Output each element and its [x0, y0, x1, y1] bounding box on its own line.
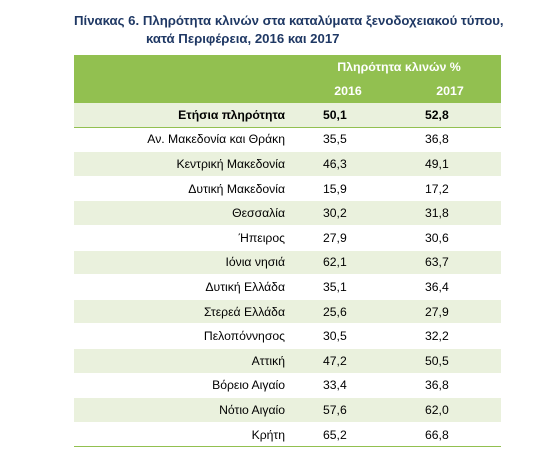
value-2017-cell: 62,0 [399, 397, 501, 423]
year-header-2017: 2017 [399, 79, 501, 103]
value-2017-cell: 30,6 [399, 225, 501, 251]
year-header-2016: 2016 [297, 79, 399, 103]
value-2016-cell: 50,1 [297, 103, 399, 128]
table-row: Αν. Μακεδονία και Θράκη 35,5 36,8 [74, 127, 501, 153]
header-blank-cell [74, 55, 297, 79]
table-row: Ήπειρος 27,9 30,6 [74, 225, 501, 251]
table-body: Ετήσια πληρότητα 50,1 52,8 Αν. Μακεδονία… [74, 103, 501, 448]
value-2016-cell: 30,2 [297, 200, 399, 226]
value-2017-cell: 63,7 [399, 250, 501, 276]
value-2017-cell: 52,8 [399, 103, 501, 128]
value-2017-cell: 31,8 [399, 200, 501, 226]
region-cell: Αττική [74, 348, 297, 374]
table-row: Πελοπόννησος 30,5 32,2 [74, 323, 501, 349]
region-cell: Αν. Μακεδονία και Θράκη [74, 127, 297, 153]
table-row: Στερεά Ελλάδα 25,6 27,9 [74, 299, 501, 325]
region-cell: Θεσσαλία [74, 200, 297, 226]
value-2016-cell: 25,6 [297, 299, 399, 325]
value-2016-cell: 35,1 [297, 274, 399, 300]
table-row: Νότιο Αιγαίο 57,6 62,0 [74, 397, 501, 423]
value-2016-cell: 57,6 [297, 397, 399, 423]
value-2017-cell: 36,8 [399, 127, 501, 153]
value-2017-cell: 36,4 [399, 274, 501, 300]
value-2016-cell: 15,9 [297, 176, 399, 202]
value-2016-cell: 65,2 [297, 422, 399, 448]
value-2016-cell: 30,5 [297, 323, 399, 349]
value-2016-cell: 35,5 [297, 127, 399, 153]
group-header: Πληρότητα κλινών % [297, 55, 501, 79]
value-2016-cell: 33,4 [297, 373, 399, 399]
table-row: Δυτική Μακεδονία 15,9 17,2 [74, 176, 501, 202]
value-2017-cell: 49,1 [399, 151, 501, 177]
region-cell: Ήπειρος [74, 225, 297, 251]
table-row-total: Ετήσια πληρότητα 50,1 52,8 [74, 103, 501, 128]
region-cell: Κρήτη [74, 422, 297, 448]
region-cell: Στερεά Ελλάδα [74, 299, 297, 325]
value-2016-cell: 62,1 [297, 250, 399, 276]
table-row: Αττική 47,2 50,5 [74, 348, 501, 374]
value-2017-cell: 66,8 [399, 422, 501, 448]
table-row: Βόρειο Αιγαίο 33,4 36,8 [74, 373, 501, 399]
caption-line-1: Πίνακας 6. Πληρότητα κλινών στα καταλύμα… [74, 13, 504, 28]
value-2016-cell: 47,2 [297, 348, 399, 374]
value-2017-cell: 27,9 [399, 299, 501, 325]
value-2017-cell: 17,2 [399, 176, 501, 202]
table-row: Θεσσαλία 30,2 31,8 [74, 200, 501, 226]
region-cell: Ετήσια πληρότητα [74, 103, 297, 128]
region-cell: Ιόνια νησιά [74, 250, 297, 276]
value-2016-cell: 27,9 [297, 225, 399, 251]
table-header: Πληρότητα κλινών % 2016 2017 [74, 55, 501, 103]
occupancy-table: Πληρότητα κλινών % 2016 2017 Ετήσια πληρ… [74, 55, 501, 448]
value-2016-cell: 46,3 [297, 151, 399, 177]
value-2017-cell: 50,5 [399, 348, 501, 374]
table-row: Κρήτη 65,2 66,8 [74, 422, 501, 448]
region-cell: Βόρειο Αιγαίο [74, 373, 297, 399]
region-cell: Δυτική Μακεδονία [74, 176, 297, 202]
caption-line-2: κατά Περιφέρεια, 2016 και 2017 [146, 31, 340, 46]
table-row: Ιόνια νησιά 62,1 63,7 [74, 250, 501, 276]
header-blank-cell [74, 79, 297, 103]
table-row: Δυτική Ελλάδα 35,1 36,4 [74, 274, 501, 300]
value-2017-cell: 36,8 [399, 373, 501, 399]
value-2017-cell: 32,2 [399, 323, 501, 349]
table-row: Κεντρική Μακεδονία 46,3 49,1 [74, 151, 501, 177]
region-cell: Κεντρική Μακεδονία [74, 151, 297, 177]
region-cell: Νότιο Αιγαίο [74, 397, 297, 423]
region-cell: Δυτική Ελλάδα [74, 274, 297, 300]
region-cell: Πελοπόννησος [74, 323, 297, 349]
table-caption: Πίνακας 6. Πληρότητα κλινών στα καταλύμα… [74, 12, 554, 48]
